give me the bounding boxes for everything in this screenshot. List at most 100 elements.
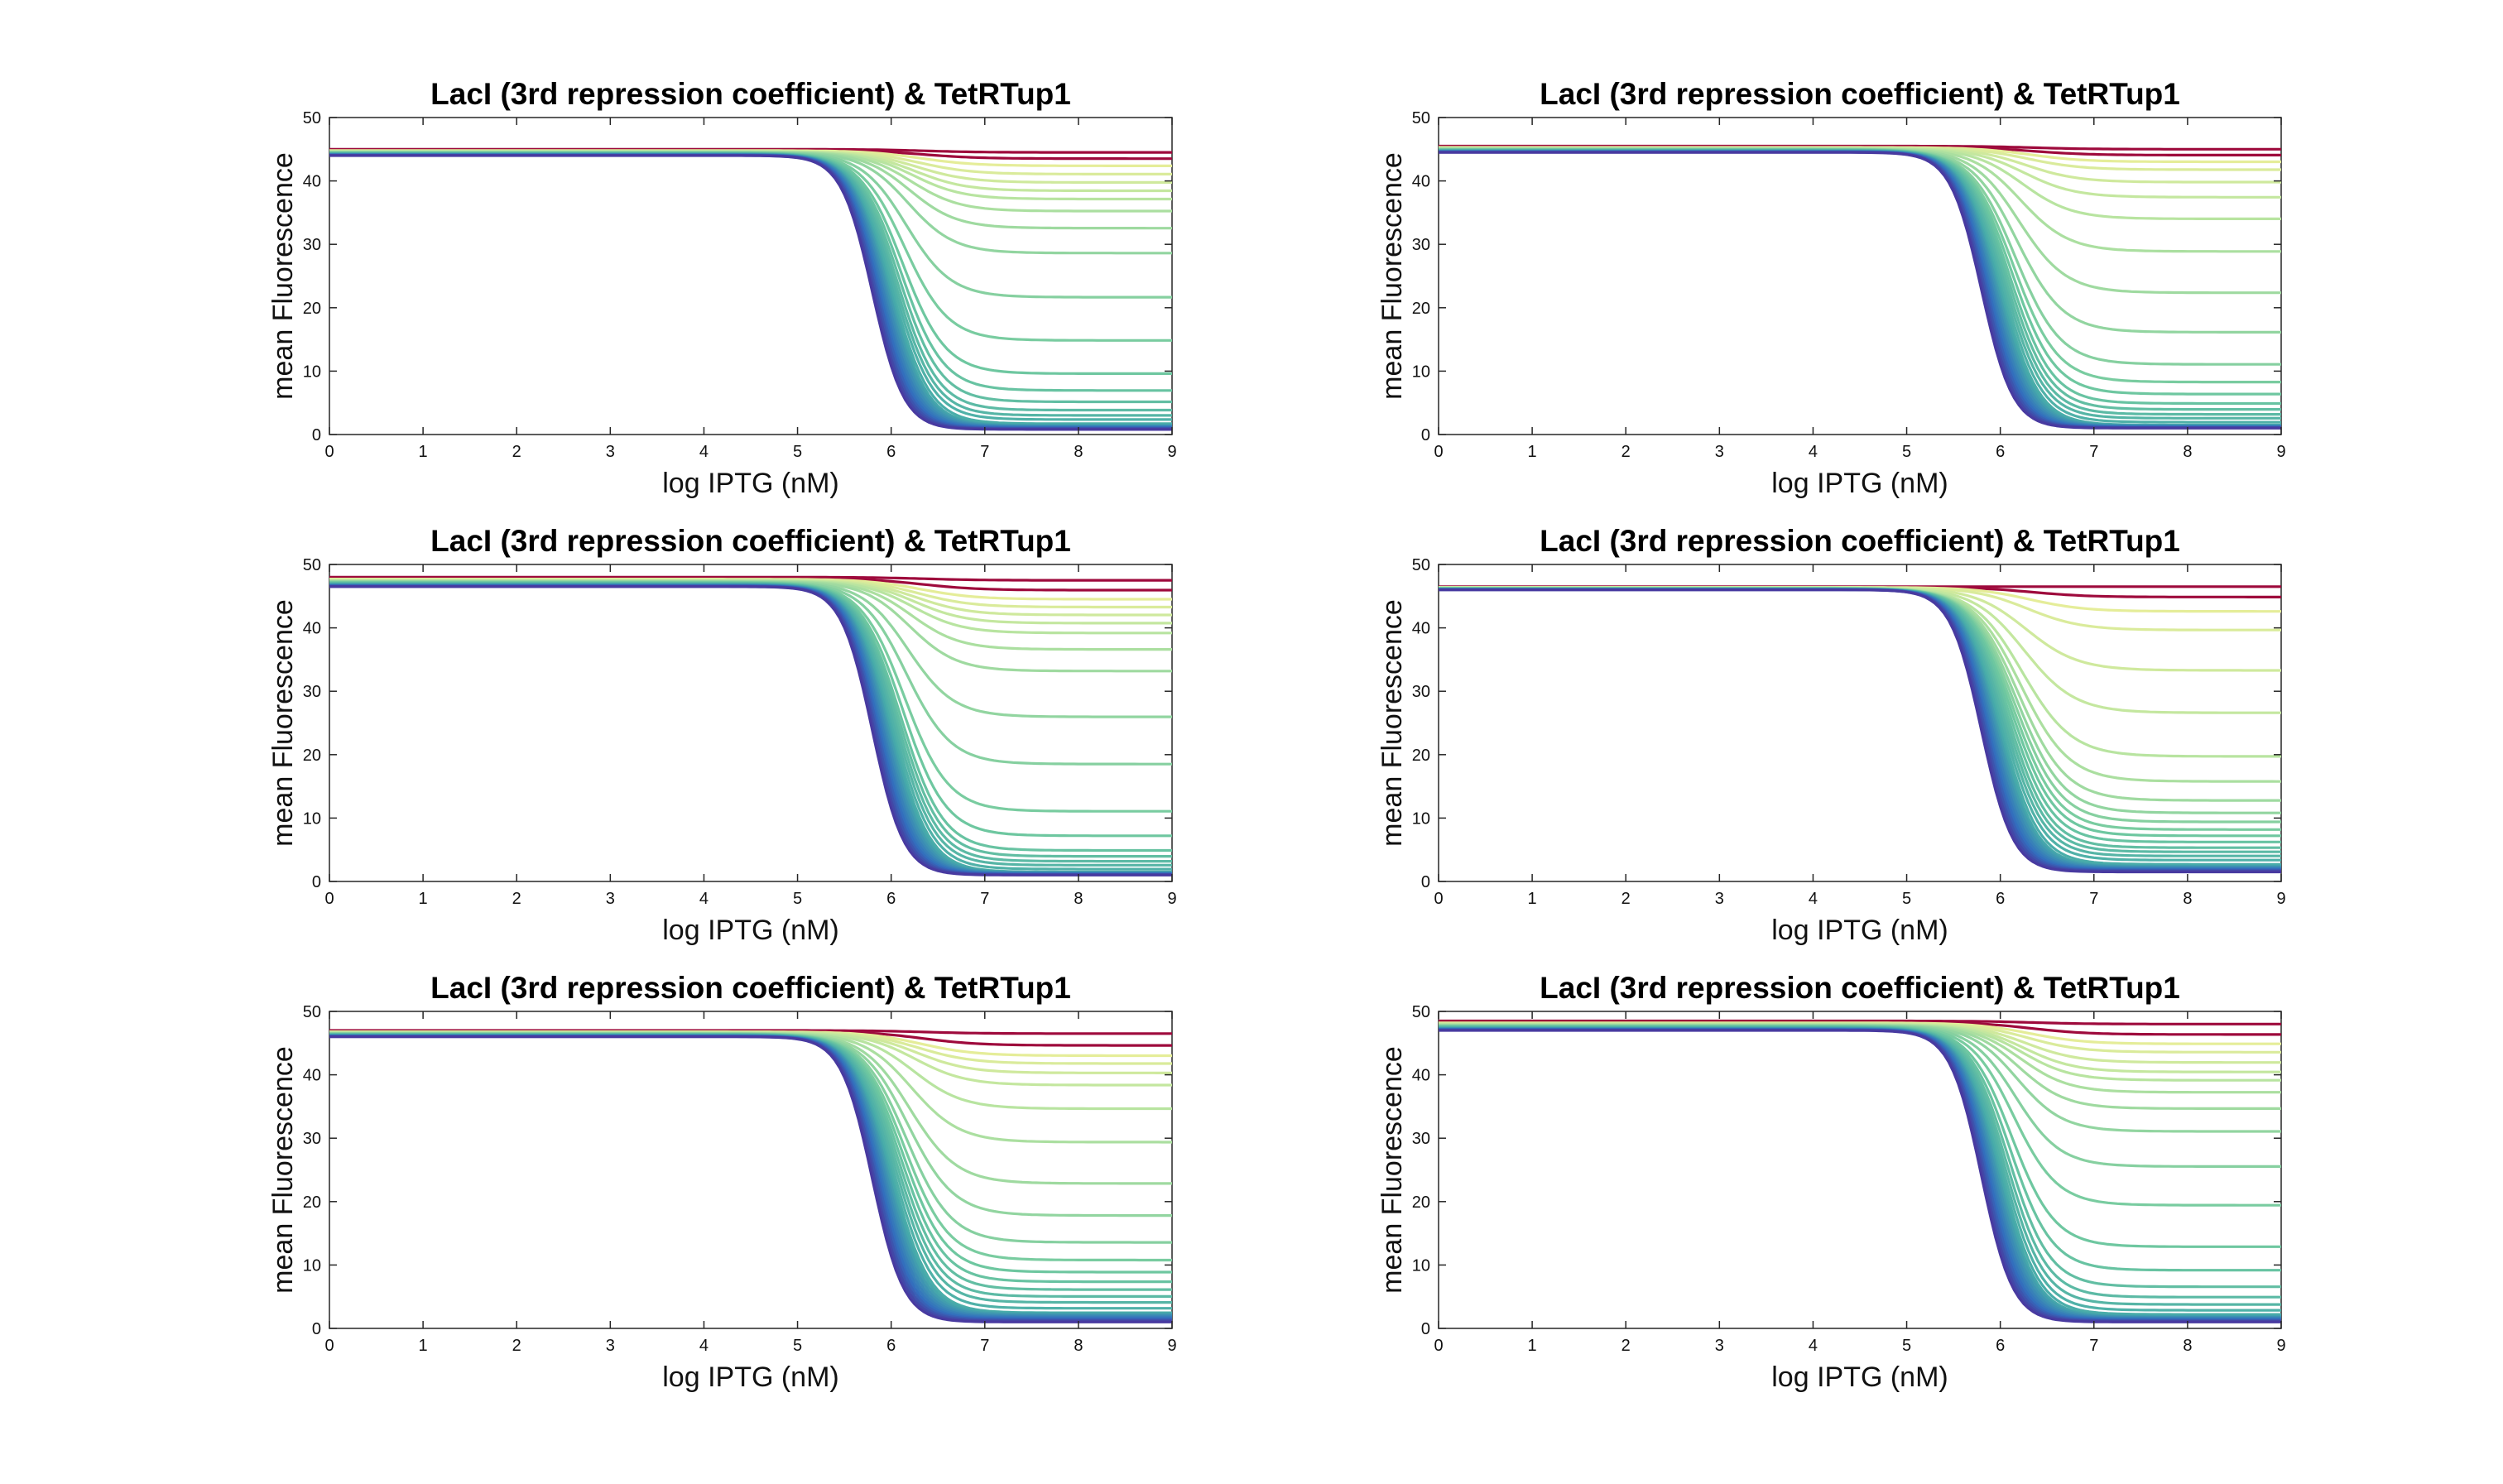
chart-panel-1: LacI (3rd repression coefficient) & TetR… (267, 77, 1177, 499)
x-tick-label: 7 (980, 443, 989, 461)
series-group (1439, 585, 2281, 874)
y-tick-label: 0 (312, 873, 321, 891)
y-tick-label: 0 (1421, 1320, 1430, 1338)
y-tick-label: 20 (1412, 747, 1430, 765)
y-tick-label: 40 (303, 620, 321, 638)
x-tick-label: 9 (1167, 443, 1176, 461)
x-tick-label: 7 (980, 890, 989, 908)
plot-area (1438, 117, 2282, 435)
y-axis-label: mean Fluorescence (267, 1046, 299, 1294)
series-group (329, 1029, 1172, 1323)
x-tick-label: 6 (886, 1337, 896, 1355)
y-tick-label: 50 (1412, 556, 1430, 574)
plot-area (329, 117, 1173, 435)
y-tick-label: 0 (312, 426, 321, 444)
x-tick-label: 3 (606, 1337, 615, 1355)
chart-title: LacI (3rd repression coefficient) & TetR… (1540, 971, 2180, 1005)
series-line-30 (329, 1035, 1172, 1323)
x-tick-label: 3 (1715, 890, 1724, 908)
x-tick-label: 0 (324, 443, 334, 461)
x-tick-label: 2 (1621, 1337, 1631, 1355)
chart-title: LacI (3rd repression coefficient) & TetR… (1540, 524, 2180, 558)
x-tick-label: 9 (2276, 443, 2285, 461)
x-tick-label: 1 (1528, 443, 1537, 461)
y-tick-label: 40 (1412, 620, 1430, 638)
x-tick-label: 4 (1809, 1337, 1818, 1355)
plot-area (1438, 1011, 2282, 1329)
y-tick-label: 30 (303, 683, 321, 701)
y-tick-label: 10 (1412, 809, 1430, 828)
y-tick-label: 10 (1412, 1256, 1430, 1275)
y-tick-label: 20 (1412, 300, 1430, 318)
series-group (1439, 1019, 2281, 1323)
chart-title: LacI (3rd repression coefficient) & TetR… (430, 524, 1071, 558)
x-tick-label: 6 (1996, 890, 2005, 908)
x-tick-label: 5 (793, 890, 802, 908)
x-tick-label: 6 (886, 890, 896, 908)
chart-title: LacI (3rd repression coefficient) & TetR… (430, 971, 1071, 1005)
series-group (329, 575, 1172, 876)
x-axis-label: log IPTG (nM) (1771, 915, 1948, 946)
y-tick-label: 40 (1412, 173, 1430, 191)
x-tick-label: 4 (699, 890, 709, 908)
y-tick-label: 50 (303, 109, 321, 127)
y-tick-label: 10 (303, 809, 321, 828)
y-tick-label: 50 (1412, 1003, 1430, 1021)
x-tick-label: 6 (1996, 1337, 2005, 1355)
x-tick-label: 1 (419, 890, 428, 908)
chart-panel-3: LacI (3rd repression coefficient) & TetR… (267, 524, 1177, 946)
x-tick-label: 3 (606, 890, 615, 908)
x-tick-label: 7 (2089, 890, 2098, 908)
x-tick-label: 0 (324, 890, 334, 908)
x-tick-label: 3 (606, 443, 615, 461)
y-tick-label: 20 (303, 747, 321, 765)
x-tick-label: 2 (1621, 443, 1631, 461)
y-tick-label: 30 (1412, 236, 1430, 254)
x-tick-label: 2 (512, 1337, 521, 1355)
y-tick-label: 10 (303, 1256, 321, 1275)
x-tick-label: 1 (1528, 890, 1537, 908)
x-axis-label: log IPTG (nM) (662, 915, 838, 946)
y-tick-label: 40 (1412, 1067, 1430, 1085)
y-axis-label: mean Fluorescence (1376, 599, 1408, 847)
x-axis-label: log IPTG (nM) (1771, 1362, 1948, 1393)
y-tick-label: 50 (303, 556, 321, 574)
series-group (1439, 144, 2281, 430)
x-tick-label: 5 (793, 443, 802, 461)
x-tick-label: 5 (1902, 443, 1911, 461)
x-tick-label: 2 (1621, 890, 1631, 908)
chart-panel-4: LacI (3rd repression coefficient) & TetR… (1376, 524, 2286, 946)
chart-panel-2: LacI (3rd repression coefficient) & TetR… (1376, 77, 2286, 499)
x-tick-label: 4 (1809, 443, 1818, 461)
x-tick-label: 7 (2089, 443, 2098, 461)
x-tick-label: 5 (1902, 890, 1911, 908)
x-tick-label: 9 (1167, 890, 1176, 908)
y-tick-label: 30 (1412, 683, 1430, 701)
x-tick-label: 1 (1528, 1337, 1537, 1355)
series-line-30 (329, 585, 1172, 876)
y-tick-label: 30 (1412, 1130, 1430, 1148)
y-tick-label: 20 (303, 1193, 321, 1212)
y-tick-label: 40 (303, 173, 321, 191)
x-tick-label: 1 (419, 1337, 428, 1355)
x-tick-label: 8 (2183, 1337, 2192, 1355)
series-line-30 (1439, 1029, 2281, 1323)
chart-title: LacI (3rd repression coefficient) & TetR… (430, 77, 1071, 111)
x-tick-label: 5 (793, 1337, 802, 1355)
y-tick-label: 0 (1421, 426, 1430, 444)
x-tick-label: 7 (980, 1337, 989, 1355)
x-tick-label: 3 (1715, 1337, 1724, 1355)
y-tick-label: 30 (303, 236, 321, 254)
x-tick-label: 4 (699, 443, 709, 461)
y-tick-label: 50 (1412, 109, 1430, 127)
x-tick-label: 4 (1809, 890, 1818, 908)
series-line-30 (329, 154, 1172, 431)
x-tick-label: 3 (1715, 443, 1724, 461)
series-line-30 (1439, 588, 2281, 874)
x-axis-label: log IPTG (nM) (1771, 468, 1948, 499)
y-tick-label: 20 (1412, 1193, 1430, 1212)
x-axis-label: log IPTG (nM) (662, 468, 838, 499)
y-axis-label: mean Fluorescence (267, 599, 299, 847)
